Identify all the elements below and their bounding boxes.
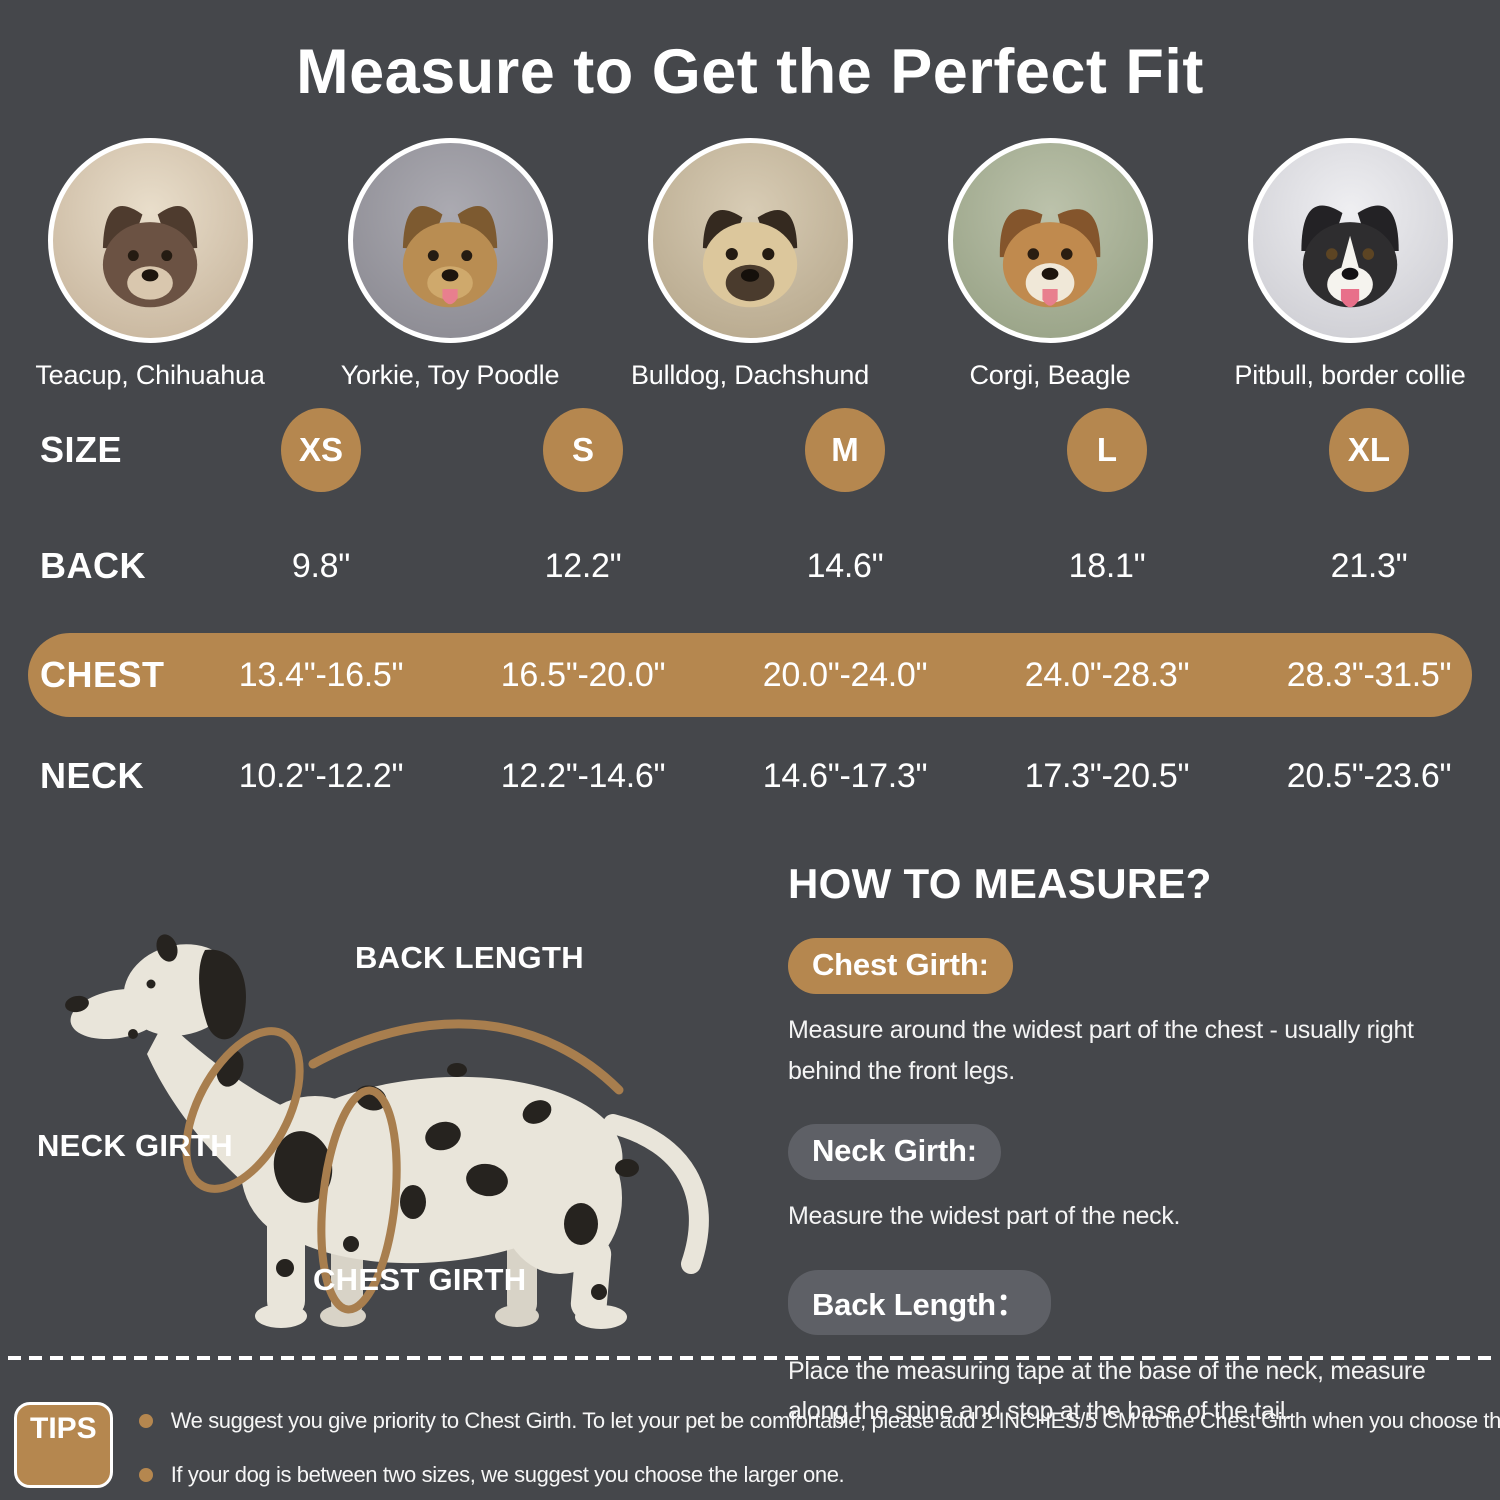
back-value: 12.2" — [544, 546, 622, 585]
back-value: 18.1" — [1068, 546, 1146, 585]
neck-value: 14.6"-17.3" — [762, 756, 928, 795]
back-length-text: Place the measuring tape at the base of … — [788, 1356, 1426, 1426]
neck-value: 17.3"-20.5" — [1024, 756, 1190, 795]
how-to-title: HOW TO MEASURE? — [788, 860, 1212, 907]
how-to-measure: HOW TO MEASURE? Chest Girth: Measure aro… — [788, 860, 1488, 1465]
row-label-chest: CHEST — [40, 654, 165, 695]
breed-item-chihuahua: Teacup, Chihuahua — [0, 138, 300, 391]
back-length-label: BACK LENGTH — [355, 940, 584, 975]
back-length-section: Back Length： Place the measuring tape at… — [788, 1269, 1488, 1432]
tip-text: We suggest you give priority to Chest Gi… — [170, 1408, 1500, 1433]
tip-item: If your dog is between two sizes, we sug… — [138, 1462, 1488, 1488]
breed-item-yorkie: Yorkie, Toy Poodle — [300, 138, 600, 391]
back-value: 14.6" — [806, 546, 884, 585]
tips-list: We suggest you give priority to Chest Gi… — [138, 1396, 1500, 1488]
tip-text: If your dog is between two sizes, we sug… — [170, 1462, 845, 1487]
chest-girth-text: Measure around the widest part of the ch… — [788, 1016, 1414, 1085]
neck-girth-label: NECK GIRTH — [37, 1128, 233, 1163]
dog-photo-border-collie — [1247, 138, 1453, 343]
breed-row: Teacup, Chihuahua Yorkie, Toy Poodle — [0, 138, 1500, 391]
dog-face-icon — [102, 206, 198, 308]
bullet-icon — [138, 1468, 153, 1482]
dog-face-icon — [999, 209, 1101, 308]
size-badge-l: L — [1067, 408, 1147, 492]
neck-value: 10.2"-12.2" — [238, 756, 404, 795]
row-label-neck: NECK — [40, 755, 145, 796]
breed-caption: Corgi, Beagle — [969, 360, 1131, 390]
chest-girth-label: CHEST GIRTH — [313, 1262, 527, 1297]
dog-face-icon — [702, 210, 798, 308]
neck-girth-section: Neck Girth: Measure the widest part of t… — [788, 1124, 1488, 1237]
dashed-divider — [8, 1356, 1492, 1360]
dog-face-icon — [1301, 205, 1399, 308]
chest-value: 24.0"-28.3" — [1024, 655, 1190, 694]
dalmatian-illustration — [65, 934, 709, 1329]
neck-girth-badge: Neck Girth: — [788, 1124, 1001, 1180]
tips-badge: TIPS — [14, 1402, 113, 1488]
measure-diagram: BACK LENGTH NECK GIRTH CHEST GIRTH — [15, 872, 760, 1360]
back-value: 21.3" — [1330, 546, 1408, 585]
size-row: SIZE XS S M L XL — [0, 406, 1500, 494]
back-value: 9.8" — [291, 546, 351, 585]
chest-value: 16.5"-20.0" — [500, 655, 666, 694]
page-title: Measure to Get the Perfect Fit — [296, 37, 1204, 107]
size-badge-xl: XL — [1329, 408, 1409, 492]
breed-item-beagle: Corgi, Beagle — [900, 138, 1200, 391]
row-label-back: BACK — [40, 545, 146, 586]
dog-photo-beagle — [947, 138, 1153, 343]
breed-caption: Bulldog, Dachshund — [630, 360, 870, 390]
chest-value: 13.4"-16.5" — [238, 655, 404, 694]
breed-item-pug: Bulldog, Dachshund — [600, 138, 900, 391]
bullet-icon — [138, 1414, 153, 1428]
dog-photo-yorkie — [347, 138, 553, 343]
tips-section: TIPS We suggest you give priority to Che… — [14, 1396, 1500, 1488]
breed-caption: Yorkie, Toy Poodle — [340, 360, 560, 390]
neck-value: 12.2"-14.6" — [500, 756, 666, 795]
tip-item: We suggest you give priority to Chest Gi… — [138, 1408, 1500, 1434]
chest-row: CHEST 13.4"-16.5" 16.5"-20.0" 20.0"-24.0… — [0, 633, 1500, 717]
row-label-size: SIZE — [40, 429, 123, 470]
neck-value: 20.5"-23.6" — [1286, 756, 1452, 795]
chest-girth-badge: Chest Girth: — [788, 938, 1013, 994]
dog-face-icon — [402, 206, 498, 308]
breed-caption: Teacup, Chihuahua — [35, 360, 265, 390]
size-badge-m: M — [805, 408, 885, 492]
size-badge-xs: XS — [281, 408, 361, 492]
chest-girth-section: Chest Girth: Measure around the widest p… — [788, 938, 1488, 1091]
dog-photo-chihuahua — [47, 138, 253, 343]
size-badge-s: S — [543, 408, 623, 492]
neck-row: NECK 10.2"-12.2" 12.2"-14.6" 14.6"-17.3"… — [0, 736, 1500, 816]
back-row: BACK 9.8" 12.2" 14.6" 18.1" 21.3" — [0, 526, 1500, 606]
back-length-badge: Back Length： — [788, 1269, 1051, 1335]
breed-caption: Pitbull, border collie — [1234, 360, 1466, 390]
chest-value: 28.3"-31.5" — [1286, 655, 1452, 694]
chest-value: 20.0"-24.0" — [762, 655, 928, 694]
breed-item-border-collie: Pitbull, border collie — [1200, 138, 1500, 391]
chest-row-highlight — [28, 633, 1472, 717]
neck-girth-text: Measure the widest part of the neck. — [788, 1202, 1181, 1230]
dog-photo-pug — [647, 138, 853, 343]
